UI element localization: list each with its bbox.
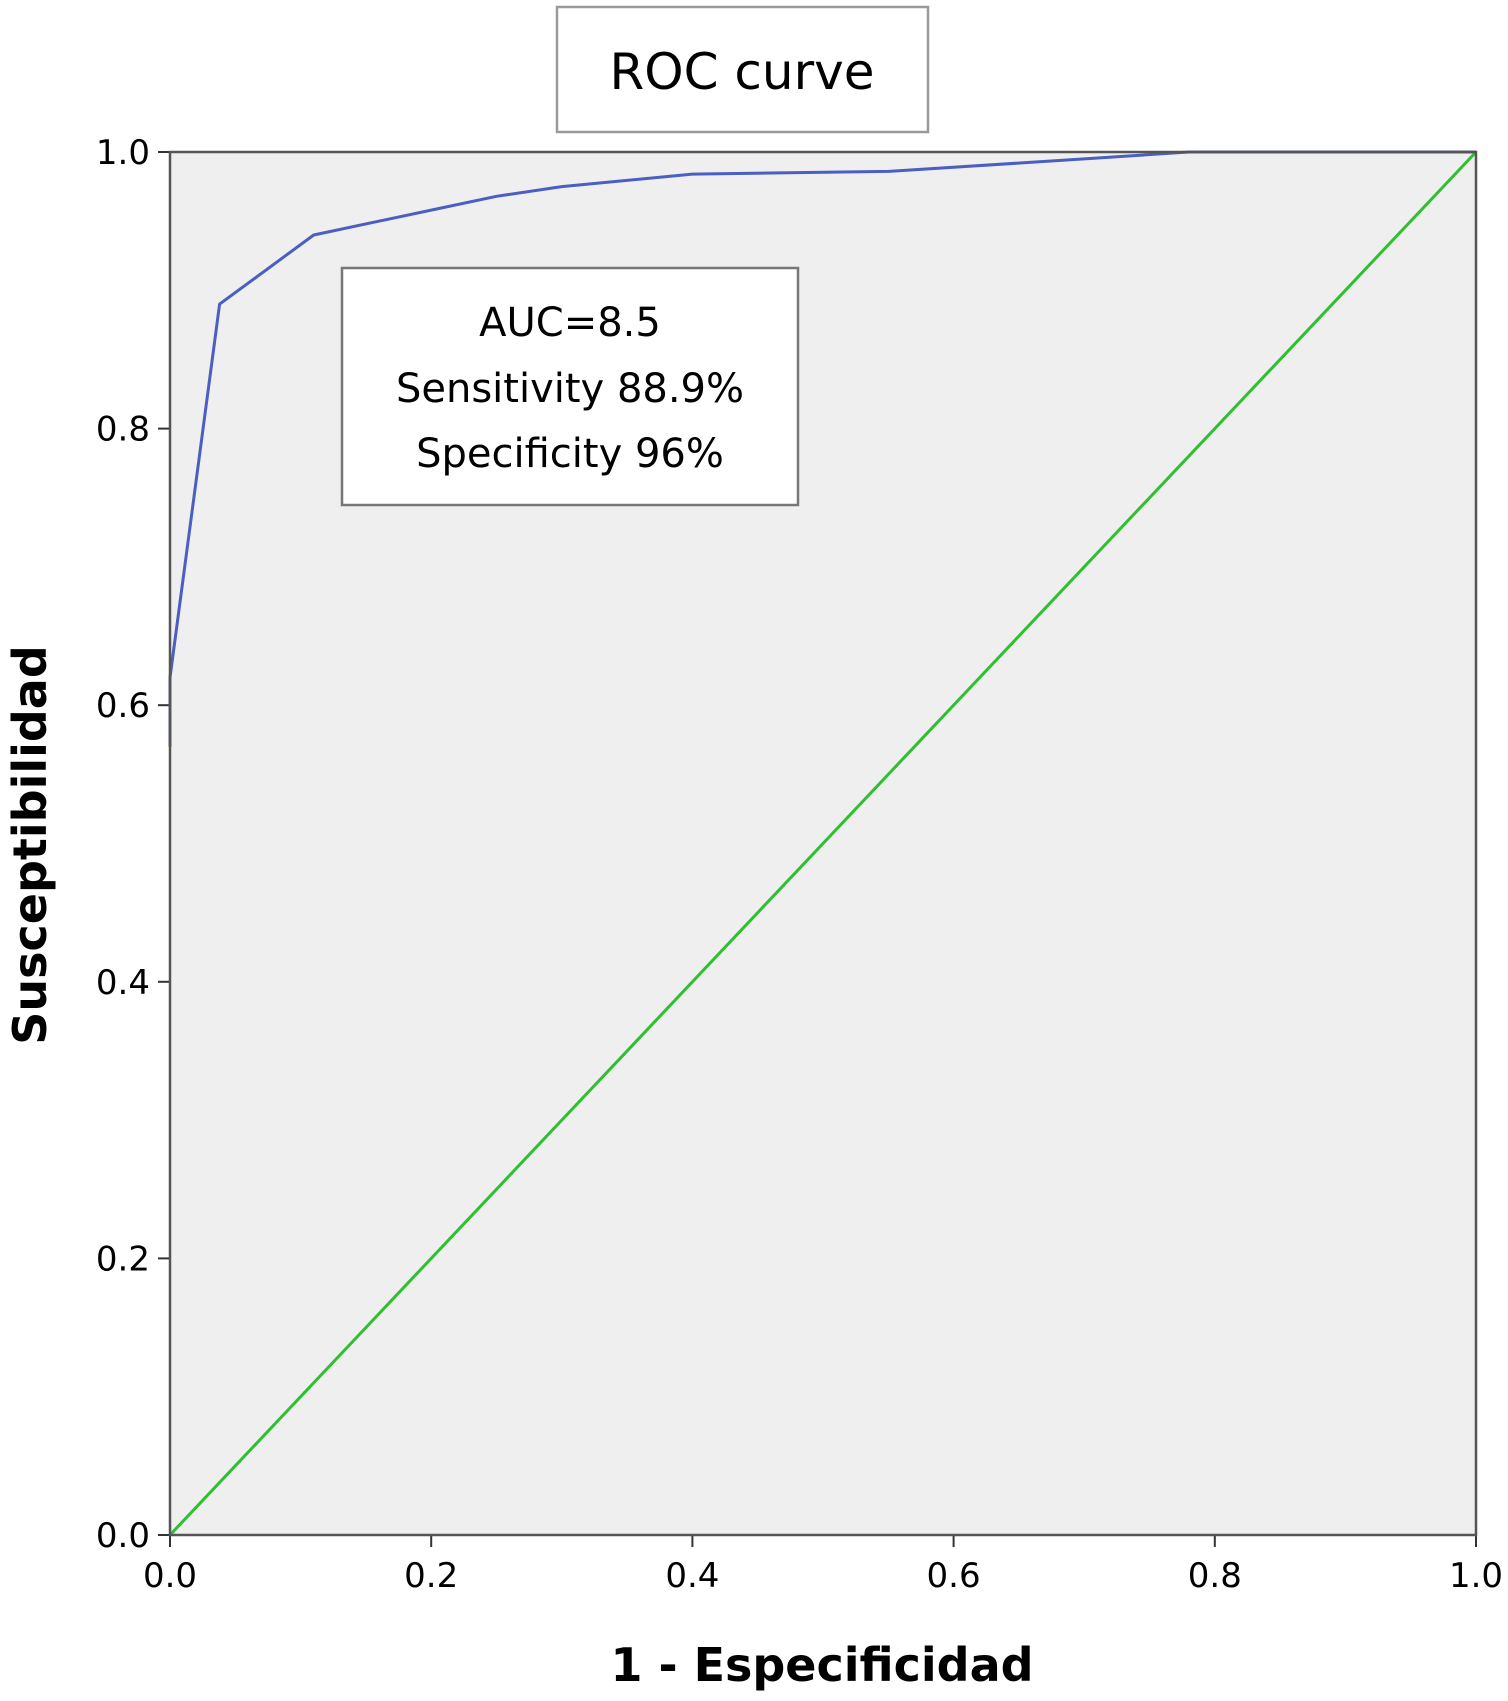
y-tick-label: 0.0 [96,1516,150,1556]
chart-title-box [555,5,930,134]
annotation-box [340,266,800,507]
reference-diagonal-line [168,150,1478,1537]
y-axis-label: Susceptibilidad [3,645,57,1045]
y-tick-label: 0.8 [96,410,150,450]
x-tick-label: 0.8 [1188,1556,1242,1596]
y-tick-label: 1.0 [96,133,150,173]
y-tick-label: 0.2 [96,1239,150,1279]
x-tick-label: 0.0 [143,1556,197,1596]
y-tick-label: 0.6 [96,686,150,726]
roc-curve-line [168,150,1476,747]
annotation-specificity: Specificity 96% [416,431,724,477]
x-tick-label: 0.4 [665,1556,719,1596]
plot-frame [168,150,1478,1537]
axis-ticks: 0.0 0.2 0.4 0.6 0.8 1.0 0.0 0.2 0.4 0.6 0.8 1.0 [96,133,1503,1596]
x-tick-label: 0.6 [927,1556,981,1596]
x-tick-label: 0.2 [404,1556,458,1596]
series-group [168,150,1478,1537]
chart-title: ROC curve [610,43,875,101]
y-tick-label: 0.4 [96,963,150,1003]
annotation-sensitivity: Sensitivity 88.9% [396,366,744,412]
annotation-auc: AUC=8.5 [479,300,661,346]
x-tick-label: 1.0 [1449,1556,1503,1596]
x-axis-label: 1 - Especificidad [610,1638,1033,1692]
